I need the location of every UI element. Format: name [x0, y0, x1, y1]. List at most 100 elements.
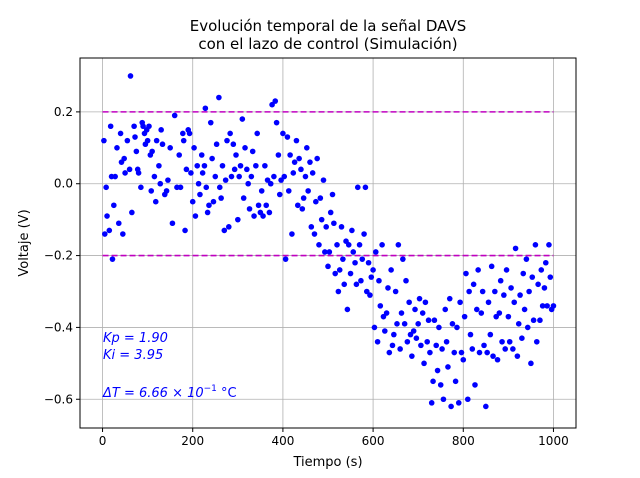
data-point: [158, 127, 164, 133]
data-point: [260, 213, 266, 219]
x-tick-label: 0: [99, 434, 107, 448]
data-point: [233, 152, 239, 158]
data-point: [476, 349, 483, 356]
data-point: [365, 259, 372, 266]
data-point: [201, 162, 208, 169]
data-point: [266, 209, 273, 216]
data-point: [488, 263, 495, 270]
data-point: [470, 281, 477, 288]
data-point: [362, 184, 369, 191]
data-point: [526, 288, 532, 295]
data-point: [103, 184, 109, 191]
data-point: [395, 241, 402, 248]
data-point: [523, 256, 530, 262]
data-point: [533, 338, 540, 345]
data-point: [524, 324, 531, 331]
data-point: [317, 195, 324, 201]
data-point: [380, 313, 387, 320]
data-point: [144, 137, 151, 144]
data-point: [106, 227, 113, 234]
data-point: [359, 256, 366, 262]
data-point: [221, 227, 228, 234]
data-point: [213, 141, 220, 148]
data-point: [114, 145, 120, 151]
data-point: [309, 170, 316, 176]
data-point: [431, 317, 438, 324]
data-point: [276, 191, 283, 198]
data-point: [460, 356, 467, 363]
chart-title-line1: Evolución temporal de la señal DAVS: [190, 17, 466, 35]
data-point: [195, 180, 202, 187]
data-point: [446, 295, 453, 302]
data-point: [345, 241, 352, 248]
data-point: [448, 403, 454, 410]
data-point: [496, 310, 503, 316]
data-point: [248, 173, 255, 180]
data-point: [149, 148, 155, 155]
data-point: [510, 346, 516, 352]
data-point: [273, 119, 280, 126]
data-point: [382, 328, 388, 334]
data-point: [529, 274, 536, 280]
data-point: [120, 231, 126, 237]
data-point: [538, 267, 545, 273]
data-point: [542, 259, 549, 266]
data-point: [304, 145, 310, 151]
data-point: [347, 270, 354, 277]
data-point: [216, 184, 223, 191]
data-point: [271, 173, 277, 180]
data-point: [416, 295, 423, 302]
data-point: [167, 145, 173, 151]
data-point: [290, 170, 297, 176]
data-point: [428, 400, 435, 406]
data-point: [191, 145, 197, 151]
data-point: [532, 241, 539, 248]
data-point: [421, 360, 427, 367]
data-point: [383, 310, 390, 316]
data-point: [376, 277, 382, 284]
data-point: [138, 184, 144, 191]
data-point: [377, 303, 384, 309]
data-point: [171, 112, 178, 119]
data-point: [400, 256, 406, 262]
data-point: [299, 206, 306, 212]
data-point: [409, 353, 415, 359]
data-point: [487, 331, 494, 338]
data-point: [353, 281, 360, 288]
data-point: [389, 342, 396, 349]
data-point: [177, 184, 184, 191]
data-point: [493, 313, 499, 320]
data-point: [198, 152, 205, 158]
data-point: [281, 173, 288, 180]
data-point: [392, 288, 399, 295]
chart-title-line2: con el lazo de control (Simulación): [198, 35, 457, 53]
data-point: [445, 364, 451, 370]
data-point: [186, 130, 193, 137]
data-point: [313, 198, 319, 205]
data-point: [479, 288, 486, 295]
data-point: [209, 155, 215, 162]
data-point: [451, 349, 458, 356]
data-point: [216, 94, 222, 101]
data-point: [422, 299, 429, 306]
data-point: [254, 130, 261, 137]
data-point: [371, 324, 378, 331]
data-point: [194, 162, 201, 169]
data-point: [361, 231, 367, 237]
data-point: [322, 249, 328, 255]
data-point: [235, 216, 241, 223]
data-point: [403, 277, 409, 284]
data-point: [440, 396, 447, 403]
data-point: [439, 346, 445, 352]
data-point: [349, 227, 355, 234]
data-point: [104, 213, 110, 219]
data-point: [226, 224, 232, 230]
data-point: [506, 338, 513, 345]
data-point: [344, 306, 351, 313]
data-point: [467, 331, 474, 338]
data-point: [230, 141, 237, 148]
data-point: [457, 299, 463, 306]
data-point: [296, 155, 302, 162]
y-axis-ticks: −0.6 −0.4 −0.2 0.0 0.2: [44, 105, 80, 406]
